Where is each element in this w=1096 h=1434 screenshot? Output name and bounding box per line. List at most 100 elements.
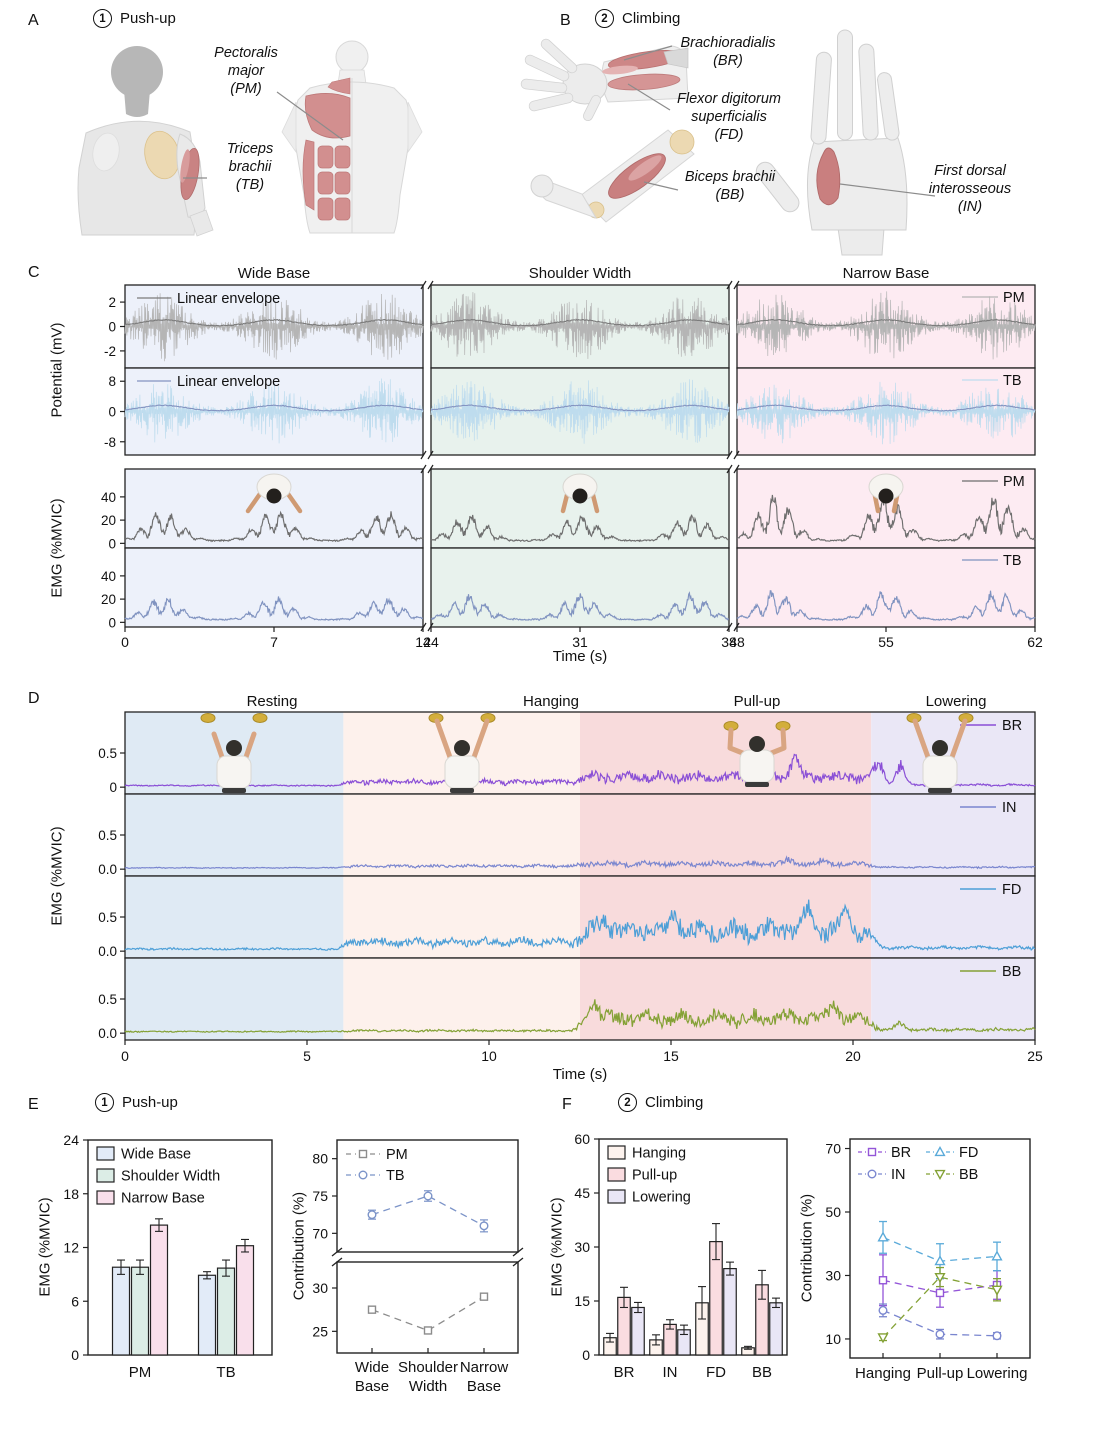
annotation-leader-lines <box>183 45 936 197</box>
svg-text:14: 14 <box>415 634 431 650</box>
axis-label-e-bar-y: EMG (%MVIC) <box>36 1197 54 1297</box>
panel-e-label: E <box>28 1096 39 1113</box>
svg-text:0.0: 0.0 <box>98 862 117 877</box>
muscle-label-IN: First dorsal interosseous (IN) <box>928 163 1012 215</box>
svg-text:0.0: 0.0 <box>98 944 117 959</box>
svg-text:70: 70 <box>312 1225 328 1241</box>
svg-text:IN: IN <box>891 1167 906 1183</box>
muscle-label-FD: Flexor digitorum superficialis (FD) <box>677 91 781 143</box>
panel-a-label: A <box>28 12 39 29</box>
svg-text:Hanging: Hanging <box>632 1146 686 1162</box>
svg-text:PM: PM <box>129 1364 152 1381</box>
svg-text:Base: Base <box>467 1378 501 1395</box>
svg-text:0: 0 <box>108 320 116 335</box>
axis-label-d-emg: EMG (%MVIC) <box>48 826 66 926</box>
svg-text:FD: FD <box>959 1145 978 1161</box>
svg-text:7: 7 <box>270 634 278 650</box>
svg-text:Linear envelope: Linear envelope <box>177 374 280 390</box>
svg-text:TB: TB <box>216 1364 235 1381</box>
svg-text:-8: -8 <box>104 435 116 450</box>
illustration-pushup-anatomy <box>77 40 423 237</box>
svg-text:18: 18 <box>63 1186 79 1202</box>
svg-text:62: 62 <box>1027 634 1043 650</box>
panel-e-contrib-chart: 70 75 80 25 30 Wide Base Shoulder Width Narrow Bas… <box>312 1139 524 1395</box>
svg-text:Shoulder Width: Shoulder Width <box>529 265 632 282</box>
svg-text:BB: BB <box>752 1364 772 1381</box>
panel-c-label: C <box>28 264 40 281</box>
panel-f-contrib-chart: 10 30 50 70 Hanging Pull-up Lowering BR FD IN BB <box>825 1138 1031 1382</box>
svg-text:48: 48 <box>729 634 745 650</box>
svg-text:Hanging: Hanging <box>855 1365 911 1382</box>
panel-d-label: D <box>28 690 40 707</box>
svg-text:0.5: 0.5 <box>98 746 117 761</box>
svg-text:12: 12 <box>63 1240 79 1256</box>
panel-c-chart: Wide Base Shoulder Width Narrow Base20-280… <box>101 265 1043 650</box>
svg-text:BB: BB <box>1002 964 1021 980</box>
svg-text:Pull-up: Pull-up <box>917 1365 964 1382</box>
svg-text:0: 0 <box>121 1048 129 1064</box>
svg-text:BR: BR <box>1002 718 1022 734</box>
panel-b-title: 2 Climbing <box>595 9 680 28</box>
muscle-label-BR: Brachioradialis (BR) <box>680 35 776 69</box>
svg-text:0: 0 <box>71 1347 79 1363</box>
svg-text:20: 20 <box>845 1048 861 1064</box>
svg-text:0.0: 0.0 <box>98 1026 117 1041</box>
panel-b-label: B <box>560 12 571 29</box>
svg-text:30: 30 <box>574 1239 590 1255</box>
svg-text:Lowering: Lowering <box>632 1190 691 1206</box>
svg-text:Lowering: Lowering <box>926 693 987 710</box>
pushup-person-icons <box>245 473 904 514</box>
svg-text:IN: IN <box>663 1364 678 1381</box>
svg-text:0: 0 <box>582 1347 590 1363</box>
svg-text:Width: Width <box>409 1378 447 1395</box>
svg-text:IN: IN <box>1002 800 1017 816</box>
svg-text:24: 24 <box>423 634 439 650</box>
svg-text:Linear envelope: Linear envelope <box>177 291 280 307</box>
svg-text:38: 38 <box>721 634 737 650</box>
svg-text:60: 60 <box>574 1131 590 1147</box>
circled-number-icon: 2 <box>618 1093 637 1112</box>
panel-e-bar-chart: 0 6 12 18 24 PM TB Wide Base Shoulder Width Narro… <box>63 1132 273 1381</box>
svg-text:40: 40 <box>101 490 116 505</box>
muscle-label-TB: Triceps brachii (TB) <box>226 141 274 193</box>
svg-text:BB: BB <box>959 1167 978 1183</box>
svg-text:TB: TB <box>386 1168 405 1184</box>
svg-text:30: 30 <box>825 1267 841 1283</box>
svg-text:20: 20 <box>101 513 116 528</box>
svg-text:0.5: 0.5 <box>98 992 117 1007</box>
panel-f-bar-chart: 0 15 30 45 60 BR IN FD BB Hanging Pull-up Lowering <box>574 1131 788 1381</box>
svg-text:Shoulder: Shoulder <box>398 1359 458 1376</box>
svg-text:Base: Base <box>355 1378 389 1395</box>
svg-text:25: 25 <box>312 1323 328 1339</box>
svg-text:6: 6 <box>71 1293 79 1309</box>
svg-text:15: 15 <box>663 1048 679 1064</box>
svg-text:75: 75 <box>312 1188 328 1204</box>
svg-text:0.5: 0.5 <box>98 828 117 843</box>
svg-text:8: 8 <box>108 374 116 389</box>
svg-text:0: 0 <box>121 634 129 650</box>
svg-text:Narrow Base: Narrow Base <box>843 265 930 282</box>
svg-text:Wide: Wide <box>355 1359 389 1376</box>
svg-text:PM: PM <box>1003 290 1025 306</box>
svg-text:45: 45 <box>574 1185 590 1201</box>
svg-text:PM: PM <box>1003 474 1025 490</box>
svg-text:Lowering: Lowering <box>967 1365 1028 1382</box>
svg-text:40: 40 <box>101 569 116 584</box>
muscle-label-PM: Pectoralis major (PM) <box>214 45 278 97</box>
panel-b-title-text: Climbing <box>622 10 681 27</box>
svg-text:10: 10 <box>481 1048 497 1064</box>
svg-text:0: 0 <box>108 405 116 420</box>
svg-text:Narrow: Narrow <box>460 1359 509 1376</box>
svg-text:5: 5 <box>303 1048 311 1064</box>
axis-label-c-time: Time (s) <box>552 648 608 665</box>
panel-f-title: 2 Climbing <box>618 1093 703 1112</box>
axis-label-potential: Potential (mV) <box>48 322 66 418</box>
svg-text:-2: -2 <box>104 344 116 359</box>
svg-text:Shoulder Width: Shoulder Width <box>121 1169 220 1185</box>
svg-text:FD: FD <box>706 1364 726 1381</box>
axis-label-f-contrib-y: Contribution (%) <box>798 1193 816 1303</box>
svg-text:70: 70 <box>825 1141 841 1157</box>
panel-e-title-text: Push-up <box>122 1094 178 1111</box>
svg-text:0: 0 <box>108 536 116 551</box>
panel-f-title-text: Climbing <box>645 1094 704 1111</box>
